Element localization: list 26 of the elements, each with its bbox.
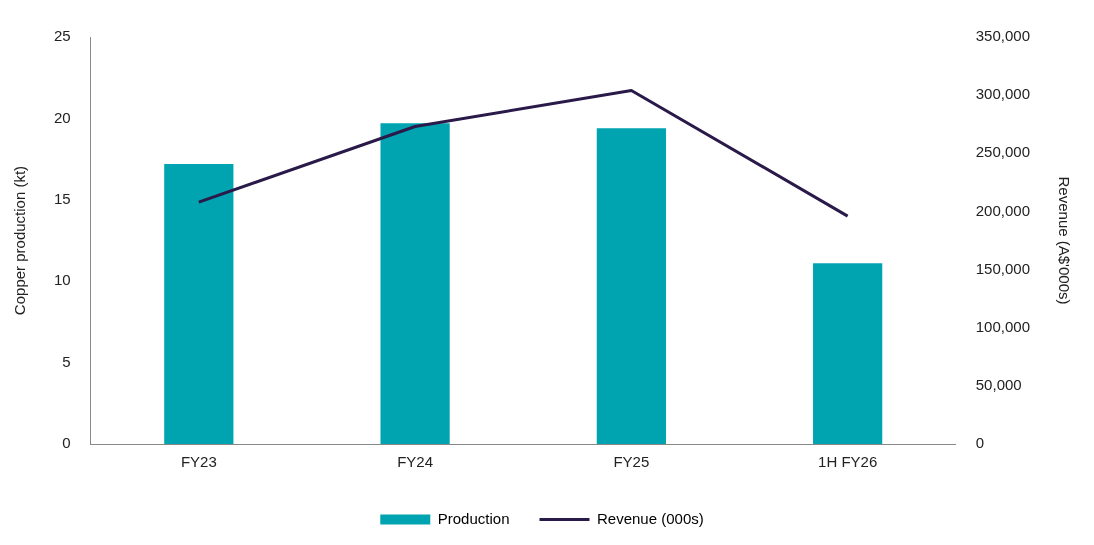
x-tick-label: 1H FY26 [818,453,878,471]
bar [380,123,450,444]
y-tick-label: 0 [62,434,71,452]
x-tick-label: FY25 [613,453,650,471]
y-tick-label: 10 [54,271,71,289]
y2-tick-label: 150,000 [975,259,1031,277]
y2-tick-label: 200,000 [975,201,1031,219]
bar [164,163,234,444]
y-tick-label: 15 [54,189,71,207]
y2-tick-label: 100,000 [975,317,1031,335]
legend-label: Revenue (000s) [596,509,704,527]
y2-tick-label: 250,000 [975,143,1031,161]
y-tick-label: 20 [54,108,71,126]
legend-label: Production [437,509,510,527]
y2-axis-title: Revenue (A$'000s) [1055,176,1073,305]
x-tick-label: FY23 [180,453,217,471]
bar [596,128,666,444]
y2-tick-label: 300,000 [975,85,1031,103]
bar [813,263,883,444]
y2-tick-label: 350,000 [975,27,1031,45]
y-tick-label: 25 [54,27,71,45]
y-tick-label: 5 [62,352,71,370]
y2-tick-label: 50,000 [975,376,1022,393]
y2-tick-label: 0 [975,434,985,452]
y-axis-title: Copper production (kt) [11,165,29,316]
x-tick-label: FY24 [397,453,434,471]
